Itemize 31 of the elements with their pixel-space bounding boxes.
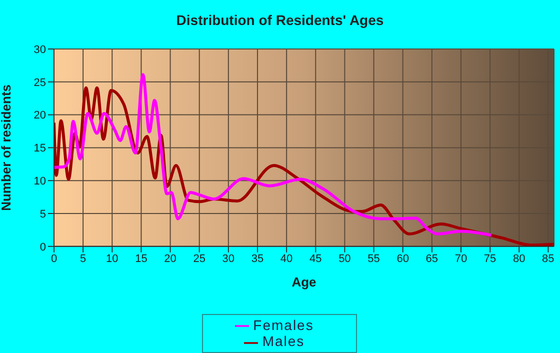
x-tick-label: 45	[310, 253, 322, 266]
x-tick-label: 70	[454, 253, 468, 266]
x-tick-label: 15	[135, 253, 148, 266]
x-tick-label: 20	[164, 253, 176, 266]
x-tick-label: 0	[50, 253, 58, 266]
y-tick-label: 5	[40, 208, 46, 220]
legend-label: Males	[262, 333, 305, 350]
x-tick-label: 50	[338, 253, 351, 266]
y-axis-title: Number of residents	[0, 84, 14, 211]
y-tick-label: 25	[34, 76, 46, 89]
x-tick-label: 40	[280, 253, 293, 266]
x-tick-label: 30	[222, 253, 235, 266]
x-tick-label: 5	[80, 253, 86, 266]
x-tick-label: 80	[512, 253, 526, 266]
line-series	[54, 73, 493, 237]
y-tick-label: 20	[34, 110, 46, 122]
x-tick-label: 85	[542, 253, 554, 266]
chart-title: Distribution of Residents' Ages	[175, 12, 385, 28]
y-tick-label: 0	[40, 241, 46, 254]
x-tick-label: 75	[484, 253, 496, 266]
legend-label: Females	[253, 317, 314, 333]
y-tick-label: 10	[34, 176, 46, 188]
y-tick-label: 30	[34, 44, 46, 56]
x-tick-label: 10	[106, 253, 118, 266]
x-tick-label: 35	[251, 253, 264, 266]
x-tick-label: 65	[426, 253, 438, 266]
y-tick-label: 15	[34, 142, 46, 155]
x-tick-label: 25	[193, 253, 206, 266]
x-tick-label: 55	[368, 253, 380, 266]
x-axis-title: Age	[292, 274, 316, 290]
x-tick-label: 60	[396, 253, 409, 266]
